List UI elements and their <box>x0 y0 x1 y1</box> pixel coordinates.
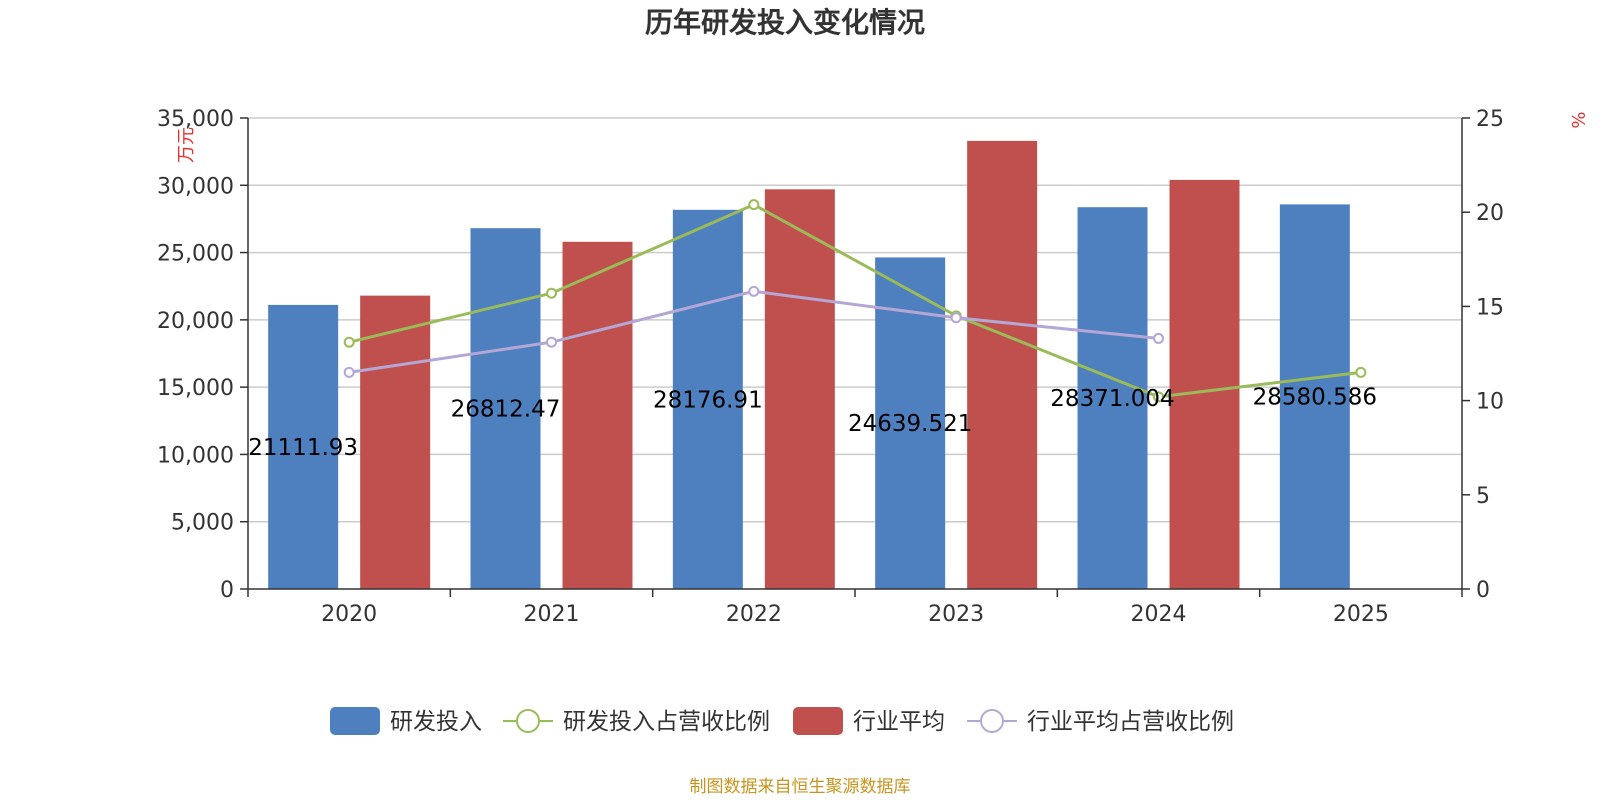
x-axis-tick-label: 2025 <box>1333 602 1389 627</box>
legend-swatch-marker <box>516 709 540 733</box>
left-axis-tick-label: 20,000 <box>157 309 234 334</box>
x-axis-tick-label: 2023 <box>928 602 984 627</box>
point-研发投入占营收比例 <box>1355 366 1367 378</box>
bar-data-label: 28371.004 <box>1050 386 1174 412</box>
legend-label: 研发投入占营收比例 <box>563 709 770 735</box>
right-axis-tick-label: 5 <box>1476 484 1490 509</box>
point-研发投入占营收比例 <box>343 336 355 348</box>
x-axis-tick-label: 2020 <box>321 602 377 627</box>
legend-label: 行业平均占营收比例 <box>1027 709 1234 735</box>
legend-item-行业平均[interactable]: 行业平均 <box>793 707 945 735</box>
bar-研发投入 <box>470 228 541 589</box>
label-layer: 21111.93 26812.47 28176.91 24639.521 28371.0… <box>248 385 1377 461</box>
line-研发投入占营收比例 <box>348 202 1362 399</box>
x-axis-tick-label: 2024 <box>1131 602 1187 627</box>
left-axis-tick-label: 5,000 <box>171 511 234 536</box>
bar-行业平均 <box>562 241 633 589</box>
bar-研发投入 <box>268 304 339 589</box>
bar-行业平均 <box>967 140 1038 589</box>
bar-data-label: 24639.521 <box>848 411 972 437</box>
point-研发投入占营收比例 <box>1153 391 1164 403</box>
legend-label: 研发投入 <box>390 709 482 735</box>
left-axis-tick-label: 15,000 <box>157 376 234 401</box>
left-axis-tick-label: 30,000 <box>157 174 234 199</box>
legend-item-研发投入占营收比例[interactable]: 研发投入占营收比例 <box>503 709 770 735</box>
legend-item-行业平均占营收比例[interactable]: 行业平均占营收比例 <box>967 709 1234 735</box>
left-axis-tick-label: 25,000 <box>157 242 234 267</box>
point-行业平均占营收比例 <box>343 366 355 378</box>
right-axis-unit: % <box>1567 111 1588 128</box>
point-行业平均占营收比例 <box>1153 332 1164 344</box>
bar-data-label: 28176.91 <box>653 387 763 413</box>
right-axis-tick-label: 15 <box>1476 295 1504 320</box>
bar-data-label: 26812.47 <box>451 397 561 423</box>
x-axis-tick-label: 2022 <box>726 602 782 627</box>
left-axis-unit: 万元 <box>176 127 197 163</box>
legend-item-研发投入[interactable]: 研发投入 <box>330 707 482 735</box>
point-研发投入占营收比例 <box>546 287 557 299</box>
chart-title: 历年研发投入变化情况 <box>645 6 925 39</box>
bar-layer <box>268 140 1350 590</box>
legend-label: 行业平均 <box>853 709 945 735</box>
axis-layer: 0 5,000 10,000 15,000 20,000 25,000 30,000 35,0… <box>157 107 1504 627</box>
bar-data-label: 21111.93 <box>248 435 358 461</box>
point-行业平均占营收比例 <box>546 336 557 348</box>
bar-行业平均 <box>764 189 835 589</box>
legend[interactable]: 研发投入 研发投入占营收比例 行业平均 行业平均占营收比例 <box>330 707 1234 735</box>
point-研发投入占营收比例 <box>748 199 760 211</box>
right-axis-tick-label: 0 <box>1476 578 1490 603</box>
right-axis-tick-label: 20 <box>1476 201 1504 226</box>
legend-swatch-marker <box>980 709 1004 733</box>
bar-研发投入 <box>1279 204 1350 590</box>
source-note: 制图数据来自恒生聚源数据库 <box>690 777 911 797</box>
grid-layer <box>248 117 1462 523</box>
point-行业平均占营收比例 <box>950 312 962 324</box>
point-行业平均占营收比例 <box>748 285 760 297</box>
bar-研发投入 <box>1077 207 1148 590</box>
bar-行业平均 <box>360 295 431 589</box>
left-axis-tick-label: 0 <box>220 578 234 603</box>
legend-swatch-bar <box>330 707 380 735</box>
left-axis-tick-label: 10,000 <box>157 443 234 468</box>
right-axis-tick-label: 25 <box>1476 107 1504 132</box>
x-axis-tick-label: 2021 <box>524 602 580 627</box>
right-axis-tick-label: 10 <box>1476 390 1504 415</box>
legend-swatch-bar <box>793 707 843 735</box>
bar-data-label: 28580.586 <box>1253 385 1377 411</box>
left-axis-tick-label: 35,000 <box>157 107 234 132</box>
line-layer <box>343 199 1367 403</box>
bar-研发投入 <box>672 209 743 590</box>
bar-行业平均 <box>1169 179 1240 589</box>
